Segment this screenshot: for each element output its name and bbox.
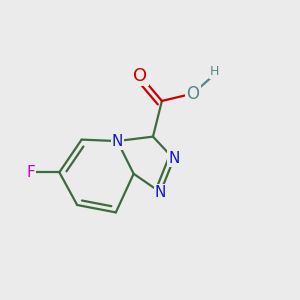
- Text: O: O: [187, 85, 200, 103]
- Text: N: N: [168, 152, 179, 166]
- Text: F: F: [26, 165, 35, 180]
- Text: N: N: [112, 134, 123, 148]
- Text: N: N: [155, 185, 166, 200]
- Text: O: O: [134, 67, 148, 85]
- Text: H: H: [210, 65, 220, 78]
